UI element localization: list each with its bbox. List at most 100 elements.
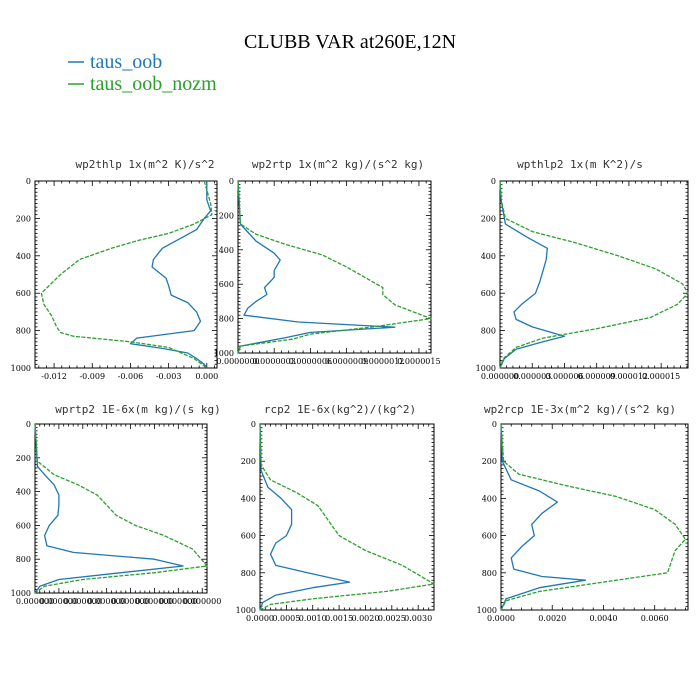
x-tick-label: 0.0040 [589, 614, 617, 623]
x-tick-label: 0.000000 [88, 597, 126, 606]
series-line-taus-oob-nozm [500, 423, 687, 611]
x-tick-label: -0.003 [156, 372, 182, 381]
y-tick-label: 600 [481, 289, 496, 298]
chart-title: wprtp2 1E-6x(m kg)/(s kg) [55, 403, 221, 416]
series-line-taus-oob [237, 180, 396, 354]
y-tick-label: 1000 [477, 606, 497, 615]
x-tick-label: 0.000000 [159, 597, 197, 606]
x-tick-label: -0.009 [79, 372, 105, 381]
x-tick-label: 0.0000012 [361, 357, 404, 366]
y-tick-label: 600 [16, 289, 31, 298]
chart-title: wp2thlp 1x(m^2 K)/s^2 [75, 158, 214, 171]
x-tick-label: 0.000009 [578, 372, 616, 381]
series-line-taus-oob-nozm [499, 180, 689, 369]
x-tick-label: 0.000000 [135, 597, 173, 606]
x-tick-label: 0.000000 [16, 597, 54, 606]
y-tick-label: 1000 [236, 606, 256, 615]
y-tick-label: 800 [219, 315, 234, 324]
x-tick-label: 0.000000 [111, 597, 149, 606]
y-tick-label: 800 [481, 327, 496, 336]
x-tick-label: 0.000000 [40, 597, 78, 606]
y-tick-label: 200 [16, 214, 31, 223]
series-line-taus-oob [499, 180, 566, 369]
y-tick-label: 0 [26, 420, 31, 429]
y-tick-label: 800 [16, 327, 31, 336]
y-tick-label: 600 [241, 532, 256, 541]
x-tick-label: 0.0000009 [325, 357, 368, 366]
series-line-taus-oob [500, 423, 587, 611]
y-tick-label: 800 [241, 569, 256, 578]
x-tick-label: 0.0000000 [216, 357, 259, 366]
y-tick-label: 0 [491, 177, 496, 186]
y-tick-label: 200 [481, 214, 496, 223]
x-tick-label: 0.000000 [64, 597, 102, 606]
y-tick-label: 200 [219, 211, 234, 220]
y-tick-label: 1000 [476, 364, 496, 373]
y-tick-label: 400 [241, 494, 256, 503]
x-tick-label: 0.0030 [404, 614, 432, 623]
y-tick-label: 400 [16, 252, 31, 261]
y-tick-label: 600 [16, 521, 31, 530]
y-tick-label: 400 [219, 246, 234, 255]
x-tick-label: 0.0015 [325, 614, 353, 623]
legend-label-taus-oob-nozm: taus_oob_nozm [90, 73, 217, 95]
chart-title: wp2rtp 1x(m^2 kg)/(s^2 kg) [252, 158, 424, 171]
y-tick-label: 0 [229, 177, 234, 186]
y-tick-label: 400 [16, 488, 31, 497]
x-tick-label: 0.000015 [642, 372, 680, 381]
y-tick-label: 0 [251, 420, 256, 429]
x-tick-label: -0.012 [41, 372, 67, 381]
y-tick-label: 0 [26, 177, 31, 186]
series-line-taus-oob [259, 423, 351, 611]
chart-panel-3: wpthlp2 1x(m K^2)/s020040060080010000.00… [476, 158, 689, 381]
x-tick-label: 0.0060 [641, 614, 669, 623]
x-tick-label: 0.000000 [183, 597, 221, 606]
chart-panel-5: rcp2 1E-6x(kg^2)/(kg^2) 0 200 400 600 800 1000… [236, 403, 435, 623]
y-tick-label: 1000 [11, 364, 31, 373]
y-tick-label: 800 [16, 555, 31, 564]
x-tick-label: -0.006 [118, 372, 144, 381]
series-line-taus-oob-nozm [259, 423, 435, 611]
x-tick-label: 0.0025 [378, 614, 406, 623]
x-tick-label: 0.0000 [487, 614, 515, 623]
x-tick-label: 0.0020 [351, 614, 379, 623]
chart-title: wp2rcp 1E-3x(m^2 kg)/(s^2 kg) [484, 403, 676, 416]
y-tick-label: 400 [482, 494, 497, 503]
chart-panel-4: wprtp2 1E-6x(m kg)/(s kg) 0 200 400 600 800 10… [11, 403, 222, 606]
series-line-taus-oob-nozm [34, 423, 208, 594]
y-tick-label: 200 [241, 457, 256, 466]
y-tick-label: 1000 [11, 589, 31, 598]
x-tick-label: 0.0000003 [253, 357, 296, 366]
y-tick-label: 1000 [214, 349, 234, 358]
x-tick-label: 0.0000015 [397, 357, 440, 366]
y-tick-label: 600 [482, 532, 497, 541]
chart-panels: wp2thlp 1x(m^2 K)/s^2 0 200 400 600 800 1000 -0… [11, 158, 689, 623]
y-tick-label: 200 [482, 457, 497, 466]
y-tick-label: 200 [16, 454, 31, 463]
legend: taus_oob taus_oob_nozm [68, 51, 217, 95]
x-tick-label: 0.000006 [545, 372, 583, 381]
figure-title: CLUBB VAR at260E,12N [244, 31, 456, 53]
chart-title: wpthlp2 1x(m K^2)/s [517, 158, 643, 171]
chart-panel-6: wp2rcp 1E-3x(m^2 kg)/(s^2 kg) 0 200 400 600 8… [477, 403, 689, 623]
chart-panel-1: wp2thlp 1x(m^2 K)/s^2 0 200 400 600 800 1000 -0… [11, 158, 219, 381]
x-tick-label: 0.0020 [538, 614, 566, 623]
y-tick-label: 0 [492, 420, 497, 429]
series-line-taus-oob [34, 423, 184, 594]
legend-label-taus-oob: taus_oob [90, 51, 162, 73]
x-tick-label: 0.0005 [272, 614, 300, 623]
chart-panel-2: wp2rtp 1x(m^2 kg)/(s^2 kg) 0 200 400 600 800 1… [214, 158, 441, 366]
y-tick-label: 600 [219, 280, 234, 289]
y-tick-label: 400 [481, 252, 496, 261]
x-tick-label: 0.0000006 [289, 357, 332, 366]
x-tick-label: 0.000003 [513, 372, 551, 381]
chart-title: rcp2 1E-6x(kg^2)/(kg^2) [264, 403, 416, 416]
x-tick-label: 0.000012 [610, 372, 648, 381]
y-tick-label: 800 [482, 569, 497, 578]
series-line-taus-oob-nozm [237, 180, 432, 354]
x-tick-label: 0.0010 [299, 614, 327, 623]
x-tick-label: 0.000 [195, 372, 218, 381]
x-tick-label: 0.000000 [481, 372, 519, 381]
x-tick-label: 0.0000 [246, 614, 274, 623]
